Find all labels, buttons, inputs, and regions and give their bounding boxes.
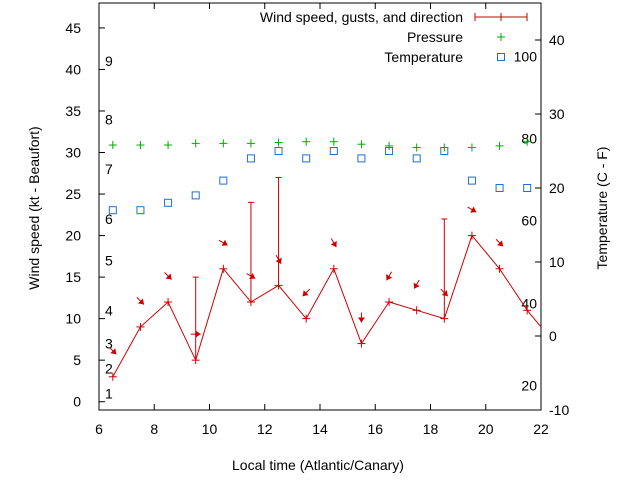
wind-direction-arrowhead [249, 272, 256, 280]
wind-direction-arrowhead [165, 273, 172, 280]
wind-direction-arrowhead [195, 330, 201, 338]
temperature-point [219, 176, 228, 185]
y-left-tick-label: 0 [73, 394, 81, 410]
temperature-point [385, 147, 394, 155]
fahrenheit-label: 20 [521, 378, 537, 394]
beaufort-scale: 1 2 3 4 5 6 7 8 9 [105, 53, 113, 401]
y-left-tick-label: 35 [65, 103, 81, 119]
y-axis-left: 0 5 10 15 20 25 30 35 40 45 [65, 20, 105, 410]
wind-direction-arrowhead [413, 282, 420, 289]
y-right-tick-label: 10 [549, 254, 565, 270]
beaufort-label: 9 [105, 53, 113, 69]
y-axis-right: -10 0 10 20 30 40 [535, 32, 569, 418]
wind-speed-line [112, 234, 542, 378]
temperature-point [274, 147, 283, 155]
wind-direction-arrowhead [302, 290, 309, 297]
temperature-point [523, 184, 532, 192]
fahrenheit-label: 60 [521, 213, 537, 229]
fahrenheit-scale: 20 40 60 80 100 [514, 48, 538, 393]
x-axis-label: Local time (Atlantic/Canary) [232, 457, 404, 473]
temperature-point [440, 147, 449, 155]
temperature-point [164, 198, 173, 207]
y-right-tick-label: 20 [549, 180, 565, 196]
fahrenheit-label: 100 [514, 48, 538, 64]
x-tick-label: 10 [202, 421, 218, 437]
beaufort-label: 7 [105, 161, 113, 177]
y-right-tick-label: 30 [549, 106, 565, 122]
x-tick-label: 20 [478, 421, 494, 437]
y-left-tick-label: 10 [65, 311, 81, 327]
y-left-tick-label: 45 [65, 20, 81, 36]
y-left-tick-label: 40 [65, 61, 81, 77]
x-tick-label: 16 [367, 421, 383, 437]
beaufort-label: 2 [105, 360, 113, 376]
legend-label-temperature: Temperature [384, 49, 463, 65]
legend: Wind speed, gusts, and direction Pressure… [260, 9, 528, 65]
series-pressure [108, 137, 532, 152]
legend-label-wind: Wind speed, gusts, and direction [260, 9, 463, 25]
x-tick-label: 6 [95, 421, 103, 437]
temperature-point [191, 191, 200, 200]
x-tick-label: 14 [312, 421, 328, 437]
wind-direction-arrowhead [110, 348, 117, 355]
temperature-point [412, 154, 421, 163]
beaufort-label: 4 [105, 302, 113, 318]
y-right-tick-label: -10 [549, 402, 569, 418]
y-right-tick-label: 0 [549, 328, 557, 344]
legend-swatch-temperature [497, 53, 505, 61]
temperature-point [246, 154, 255, 163]
y-axis-left-label: Wind speed (kt - Beaufort) [26, 126, 42, 289]
y-right-tick-label: 40 [549, 32, 565, 48]
legend-label-pressure: Pressure [407, 29, 463, 45]
y-left-tick-label: 25 [65, 186, 81, 202]
temperature-point [357, 154, 366, 163]
x-tick-label: 22 [533, 421, 549, 437]
series-temperature [108, 147, 532, 215]
wind-direction-arrowhead [330, 241, 337, 248]
temperature-point [495, 184, 504, 192]
y-left-tick-label: 5 [73, 352, 81, 368]
wind-direction-arrowhead [357, 317, 365, 323]
wind-direction-arrowhead [441, 290, 448, 297]
beaufort-label: 5 [105, 252, 113, 268]
y-axis-right-label: Temperature (C - F) [594, 147, 610, 270]
x-tick-label: 8 [150, 421, 158, 437]
temperature-point [108, 206, 117, 215]
wind-direction-arrowhead [470, 206, 477, 213]
temperature-point [467, 176, 476, 185]
y-left-tick-label: 15 [65, 269, 81, 285]
temperature-point [329, 147, 338, 155]
beaufort-label: 1 [105, 385, 113, 401]
wind-direction-arrowhead [386, 274, 393, 281]
fahrenheit-label: 80 [521, 130, 537, 146]
temperature-point [136, 206, 145, 215]
beaufort-label: 6 [105, 211, 113, 227]
wind-direction-arrowhead [497, 240, 504, 247]
x-tick-label: 12 [257, 421, 273, 437]
fahrenheit-label: 40 [521, 295, 537, 311]
x-axis: 6 8 10 12 14 16 18 20 22 [95, 3, 549, 437]
wind-direction-arrowhead [221, 239, 228, 246]
wind-direction-arrowhead [275, 257, 282, 264]
wind-direction-arrowhead [137, 298, 144, 305]
beaufort-label: 8 [105, 111, 113, 127]
beaufort-label: 3 [105, 336, 113, 352]
temperature-point [302, 154, 311, 163]
y-left-tick-label: 20 [65, 228, 81, 244]
series-wind [108, 176, 542, 381]
x-tick-label: 18 [423, 421, 439, 437]
y-left-tick-label: 30 [65, 145, 81, 161]
